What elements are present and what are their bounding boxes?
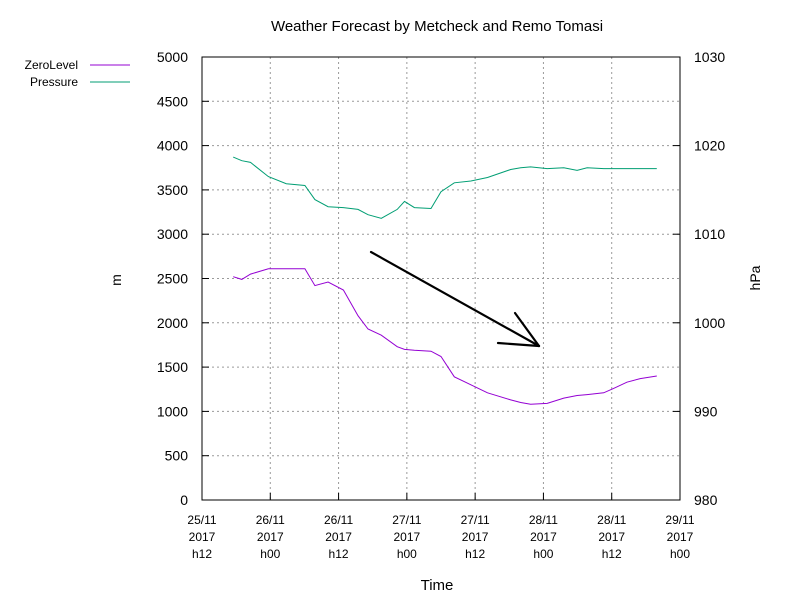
x-tick-label: 26/11 2017 h12: [324, 513, 353, 561]
x-tick-label: 27/11 2017 h12: [461, 513, 490, 561]
y-tick-label: 0: [180, 492, 188, 508]
y-tick-label: 4000: [157, 138, 188, 154]
y-tick-label: 2500: [157, 271, 188, 287]
chart-title: Weather Forecast by Metcheck and Remo To…: [271, 18, 603, 35]
legend-label-zerolevel: ZeroLevel: [25, 58, 78, 72]
y-tick-label: 5000: [157, 49, 188, 65]
x-tick-label: 27/11 2017 h00: [392, 513, 421, 561]
y2-tick-label: 1000: [694, 315, 725, 331]
series-line-zerolevel: [233, 268, 657, 405]
x-tick-label: 25/11 2017 h12: [187, 513, 216, 561]
trend-arrow-icon: [369, 250, 541, 348]
y-tick-label: 2000: [157, 315, 188, 331]
y-tick-label: 4500: [157, 93, 188, 109]
y-tick-label: 1500: [157, 359, 188, 375]
y2-tick-label: 1030: [694, 49, 725, 65]
y2-tick-label: 980: [694, 492, 718, 508]
y2-tick-label: 1020: [694, 138, 725, 154]
y2-tick-label: 1010: [694, 226, 725, 242]
y-tick-label: 3000: [157, 226, 188, 242]
x-axis: 25/11 2017 h12 26/11 2017 h00 26/11 2017 h12 27/1…: [187, 493, 695, 561]
series-line-pressure: [233, 156, 657, 219]
y2-axis-label: hPa: [747, 265, 763, 290]
y-tick-label: 500: [165, 448, 189, 464]
y2-tick-label: 990: [694, 403, 718, 419]
y-tick-label: 1000: [157, 403, 188, 419]
y-axis-label: m: [108, 274, 124, 286]
y-tick-label: 3500: [157, 182, 188, 198]
x-axis-label: Time: [421, 577, 454, 594]
left-axis: 0 500 1000 1500 2000 2500 3000 3500 4000 4500 5000: [157, 49, 209, 508]
legend-label-pressure: Pressure: [30, 75, 78, 89]
x-tick-label: 26/11 2017 h00: [256, 513, 285, 561]
series-layer: [233, 156, 657, 405]
x-tick-label: 28/11 2017 h12: [597, 513, 626, 561]
grid-lines: [202, 57, 680, 500]
legend: ZeroLevel Pressure: [25, 58, 130, 89]
right-axis: 980 990 1000 1010 1020 1030: [673, 49, 725, 508]
x-tick-label: 28/11 2017 h00: [529, 513, 558, 561]
x-tick-label: 29/11 2017 h00: [665, 513, 694, 561]
